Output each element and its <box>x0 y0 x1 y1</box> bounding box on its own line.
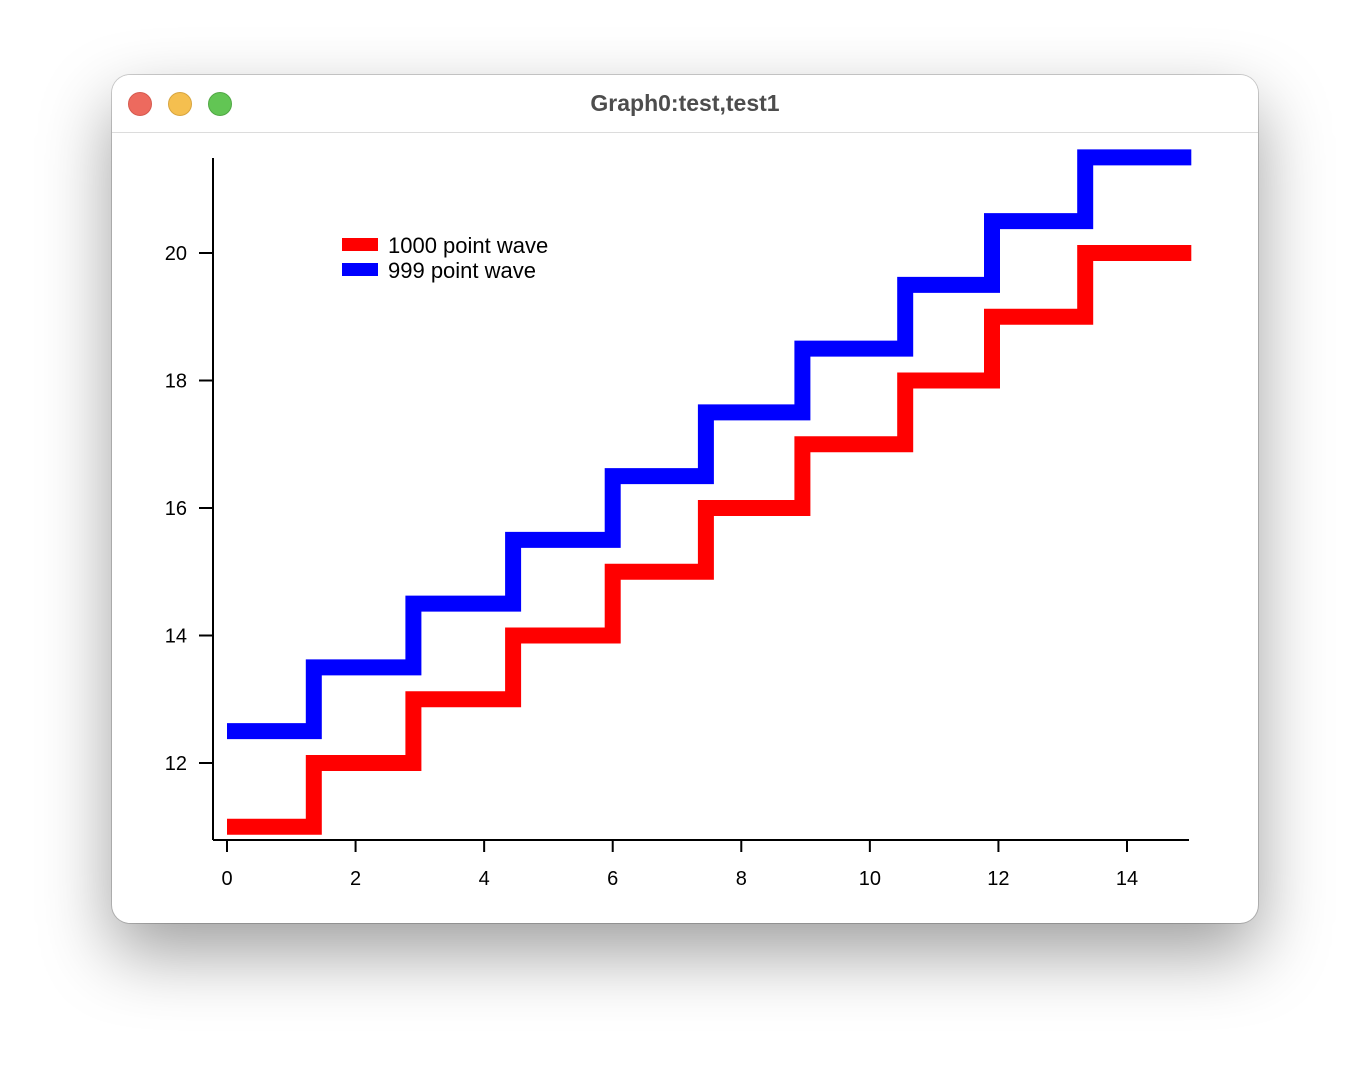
axes-layer: 0 2 4 6 8 10 12 14 12 14 16 18 20 <box>165 158 1189 890</box>
step-chart: 0 2 4 6 8 10 12 14 12 14 16 18 20 1000 point wave 99… <box>165 149 1192 890</box>
y-tick-label: 12 <box>165 753 187 775</box>
x-tick-label: 12 <box>987 868 1009 890</box>
series-line-999-point-wave <box>227 149 1192 740</box>
legend-swatch-999-point-wave <box>342 263 378 276</box>
y-tick-label: 20 <box>165 243 187 265</box>
series-line-1000-point-wave <box>227 245 1192 835</box>
y-tick-label: 16 <box>165 498 187 520</box>
x-tick-label: 8 <box>736 868 747 890</box>
legend: 1000 point wave 999 point wave <box>342 233 548 283</box>
y-tick-label: 18 <box>165 371 187 393</box>
x-tick-label: 10 <box>859 868 881 890</box>
x-tick-label: 0 <box>221 868 232 890</box>
legend-label-1000-point-wave: 1000 point wave <box>388 233 548 258</box>
x-tick-label: 2 <box>350 868 361 890</box>
x-tick-label: 6 <box>607 868 618 890</box>
close-button[interactable] <box>128 92 152 116</box>
legend-swatch-1000-point-wave <box>342 238 378 251</box>
x-tick-label: 14 <box>1116 868 1138 890</box>
title-bar[interactable]: Graph0:test,test1 <box>112 75 1258 133</box>
x-tick-label: 4 <box>479 868 490 890</box>
graph-window: Graph0:test,test1 0 2 4 6 8 10 12 14 12 14 16 18 20 … <box>112 75 1258 923</box>
window-title: Graph0:test,test1 <box>590 90 780 116</box>
y-tick-label: 14 <box>165 626 187 648</box>
legend-label-999-point-wave: 999 point wave <box>388 258 536 283</box>
series-layer <box>227 149 1192 835</box>
zoom-button[interactable] <box>208 92 232 116</box>
minimize-button[interactable] <box>168 92 192 116</box>
